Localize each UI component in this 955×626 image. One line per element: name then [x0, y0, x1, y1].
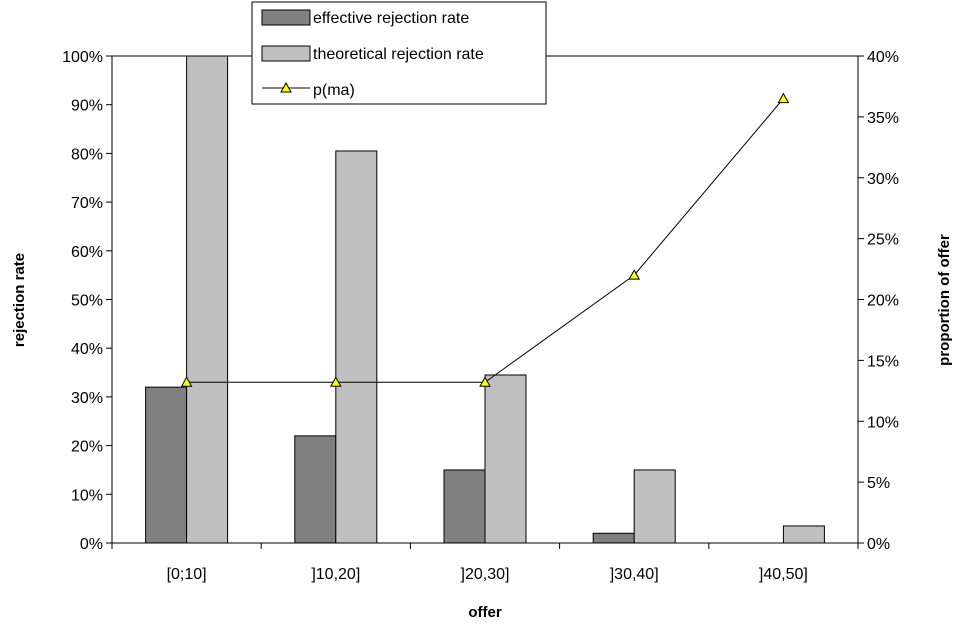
left-tick-label: 80% [71, 146, 103, 163]
left-tick-label: 10% [71, 487, 103, 504]
left-tick-label: 70% [71, 195, 103, 212]
legend-label-effective: effective rejection rate [313, 10, 469, 27]
bar-theoretical [633, 469, 676, 544]
y2-axis-title: proportion of offer [936, 234, 953, 366]
plot-area [112, 55, 858, 544]
marker-pma [479, 376, 491, 387]
right-axis: 0% 5% 10% 15% 20% 25% 30% 35% 40% [857, 49, 899, 553]
x-tick-label: ]30,40] [610, 566, 659, 583]
bar-effective [443, 469, 486, 544]
left-axis: 0% 10% 20% 30% 40% 50% 60% 70% 80% 90% 100% [62, 49, 113, 553]
marker-pma [777, 92, 790, 104]
left-tick-label: 50% [71, 293, 103, 310]
y-axis-title: rejection rate [11, 253, 28, 347]
left-tick-label: 90% [71, 98, 103, 115]
x-tick-label: ]40,50] [759, 566, 808, 583]
x-tick-label: ]10,20] [311, 566, 360, 583]
right-tick-label: 35% [867, 110, 899, 127]
right-tick-label: 5% [867, 475, 890, 492]
left-tick-label: 100% [62, 49, 103, 66]
left-tick-label: 20% [71, 439, 103, 456]
right-tick-label: 20% [867, 293, 899, 310]
right-tick-label: 0% [867, 536, 890, 553]
bar-theoretical [484, 374, 527, 544]
left-tick-label: 0% [80, 536, 103, 553]
bar-theoretical [186, 55, 229, 544]
legend-label-pma: p(ma) [313, 82, 355, 99]
marker-pma [180, 376, 193, 387]
line-pma [186, 98, 784, 383]
bar-theoretical [335, 150, 378, 544]
right-tick-label: 15% [867, 353, 899, 370]
x-axis: [0;10] ]10,20] ]20,30] ]30,40] ]40,50] [111, 542, 859, 583]
x-tick-label: [0;10] [167, 566, 207, 583]
right-tick-label: 10% [867, 414, 899, 431]
right-tick-label: 30% [867, 171, 899, 188]
right-tick-label: 40% [867, 49, 899, 66]
marker-pma [329, 376, 342, 387]
legend: effective rejection rate theoretical rej… [251, 1, 547, 105]
right-tick-label: 25% [867, 232, 899, 249]
marker-pma [628, 269, 641, 280]
legend-swatch-effective [261, 9, 311, 26]
bar-theoretical [782, 525, 825, 544]
legend-swatch-theoretical [261, 45, 311, 62]
bar-effective [592, 532, 635, 544]
legend-marker-pma [280, 81, 292, 93]
legend-label-theoretical: theoretical rejection rate [313, 46, 484, 63]
x-axis-title: offer [468, 604, 501, 621]
x-tick-label: ]20,30] [461, 566, 510, 583]
left-tick-label: 40% [71, 341, 103, 358]
left-tick-label: 60% [71, 244, 103, 261]
bar-effective [294, 435, 337, 544]
bar-effective [145, 386, 188, 544]
left-tick-label: 30% [71, 390, 103, 407]
